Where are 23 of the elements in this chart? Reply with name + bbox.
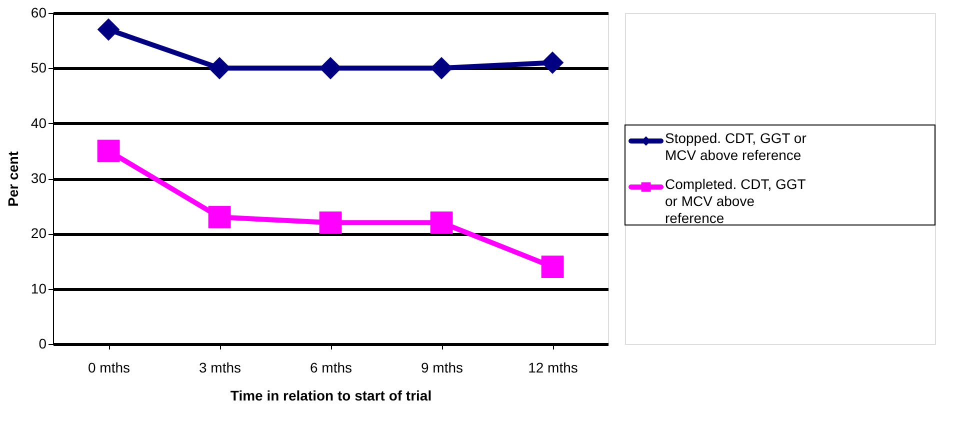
point (319, 211, 342, 234)
point (541, 51, 564, 74)
x-tick-label: 12 mths (528, 360, 578, 376)
point (430, 211, 453, 234)
point (97, 18, 120, 41)
point (97, 140, 120, 162)
legend-label: Completed. CDT, GGT or MCV above reference (665, 176, 806, 226)
y-tick-label: 40 (30, 114, 47, 131)
y-tick-label: 20 (30, 225, 47, 242)
y-tick-label: 60 (30, 4, 47, 20)
x-tick-label: 3 mths (198, 360, 242, 376)
y-tick-label: 10 (30, 280, 47, 296)
x-axis-title: Time in relation to start of trial (230, 388, 432, 404)
x-tick-label: 9 mths (420, 360, 464, 376)
y-tick-label: 50 (30, 60, 47, 76)
x-tick-label: 6 mths (310, 360, 352, 376)
x-tick-label: 0 mths (88, 360, 130, 376)
point (208, 206, 231, 228)
y-tick-label: 0 (38, 336, 47, 352)
y-axis-title: Per cent (4, 151, 21, 207)
legend-label: Stopped. CDT, GGT or MCV above reference (665, 130, 807, 163)
y-tick-label: 30 (30, 170, 47, 186)
point (541, 256, 564, 278)
